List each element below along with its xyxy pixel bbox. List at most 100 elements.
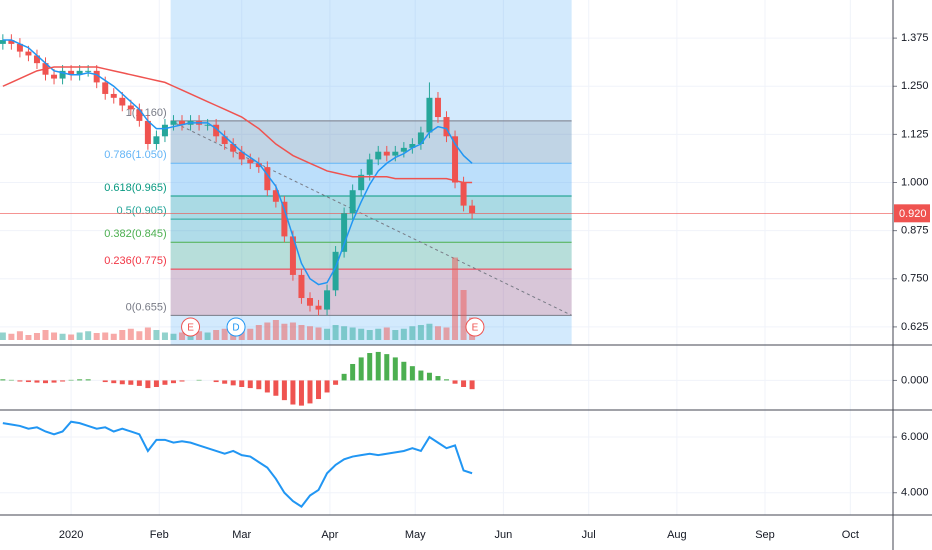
fib-zone (170, 269, 572, 316)
histogram-bar (316, 380, 322, 400)
x-tick-label: 2020 (59, 529, 83, 541)
volume-bar (315, 327, 322, 340)
volume-bar (358, 328, 365, 340)
histogram-bar (43, 380, 49, 384)
histogram-bar (341, 373, 347, 381)
histogram-bar (213, 380, 219, 383)
histogram-bar (435, 376, 441, 381)
candle-body (230, 144, 237, 152)
candle-body (434, 97, 441, 118)
volume-bar (85, 331, 92, 340)
histogram-bar (170, 380, 176, 384)
histogram-bar (68, 379, 74, 381)
candle-body (400, 147, 407, 152)
volume-bar (272, 320, 279, 340)
fib-label: 1(1.160) (126, 107, 167, 119)
volume-bar (460, 290, 467, 340)
y-tick-label: 1.125 (901, 128, 929, 140)
fib-label: 0.5(0.905) (116, 205, 166, 217)
histogram-bar (358, 357, 364, 381)
volume-bar (102, 332, 109, 340)
volume-bar (349, 327, 356, 340)
volume-bar (426, 323, 433, 340)
histogram-bar (290, 380, 296, 405)
volume-bar (8, 333, 15, 340)
histogram-bar (461, 380, 467, 387)
x-tick-label: Apr (321, 529, 338, 541)
histogram-bar (128, 380, 134, 385)
volume-bar (289, 322, 296, 340)
volume-bar (255, 325, 262, 340)
fib-zone (170, 242, 572, 270)
histogram-bar (51, 380, 57, 383)
moving-average (2, 39, 473, 286)
candle-body (341, 213, 348, 252)
histogram-bar (452, 380, 458, 384)
volume-bar (42, 330, 49, 340)
candle-body (93, 70, 100, 83)
event-label: E (187, 323, 194, 334)
y-tick-label: 0.000 (901, 374, 929, 386)
volume-bar (434, 326, 441, 340)
volume-bar (332, 325, 339, 340)
histogram-bar (179, 380, 185, 382)
y-tick-label: 1.000 (901, 176, 929, 188)
candle-body (85, 70, 92, 72)
volume-bar (452, 257, 459, 340)
volume-bar (68, 334, 75, 340)
candle-body (358, 174, 365, 191)
histogram-bar (230, 380, 236, 386)
histogram-bar (60, 380, 66, 382)
volume-bar (341, 326, 348, 340)
fib-zone (170, 120, 572, 164)
candle-body (110, 93, 117, 98)
candle-body (8, 40, 15, 44)
candle-body (272, 190, 279, 202)
candle-body (443, 117, 450, 137)
candle-body (469, 205, 476, 214)
fib-zone (170, 219, 572, 243)
x-tick-label: May (405, 529, 426, 541)
histogram-bar (85, 379, 91, 381)
candle-body (144, 120, 151, 145)
candle-body (417, 132, 424, 145)
event-marker (465, 317, 485, 337)
candle-body (375, 151, 382, 160)
candle-body (306, 298, 313, 306)
histogram-bar (196, 379, 202, 381)
candle-body (161, 124, 168, 137)
candle-body (127, 105, 134, 110)
candle-body (315, 305, 322, 310)
candle-body (68, 70, 75, 75)
volume-bar (417, 325, 424, 340)
volume-bar (119, 330, 126, 340)
volume-bar (25, 335, 32, 340)
histogram-bar (281, 380, 287, 401)
histogram-bar (8, 379, 14, 381)
event-marker (226, 317, 246, 337)
histogram-bar (367, 353, 373, 381)
volume-bar (281, 323, 288, 340)
histogram-bar (119, 380, 125, 385)
volume-bar (33, 333, 40, 340)
volume-bar (136, 331, 143, 340)
volume-bar (221, 328, 228, 340)
fib-label: 0.236(0.775) (104, 255, 166, 267)
histogram-bar (324, 380, 330, 393)
histogram-bar (375, 351, 381, 381)
histogram-bar (162, 380, 168, 385)
x-tick-label: Aug (667, 529, 687, 541)
candle-body (0, 40, 6, 44)
candle-body (255, 163, 262, 168)
candle-body (51, 74, 58, 79)
volume-bar (179, 332, 186, 340)
histogram-bar (444, 379, 449, 381)
x-tick-label: Oct (842, 529, 859, 541)
fib-label: 0.618(0.965) (104, 182, 166, 194)
volume-bar (204, 332, 211, 340)
candle-body (136, 109, 143, 121)
volume-bar (375, 328, 382, 340)
candle-body (392, 151, 399, 156)
fib-label: 0.382(0.845) (104, 228, 166, 240)
